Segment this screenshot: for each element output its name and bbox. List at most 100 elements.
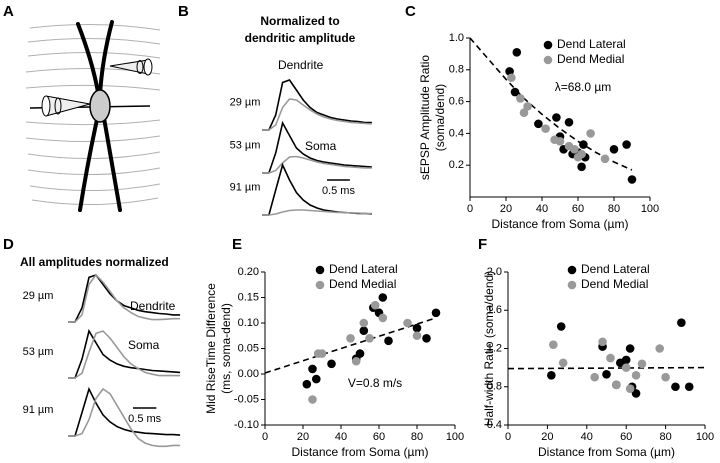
group-label: 91 µm xyxy=(230,181,261,193)
panel-letter: C xyxy=(405,3,416,20)
y-tick-label: 0.20 xyxy=(238,266,259,278)
data-point xyxy=(586,129,595,138)
data-point xyxy=(378,313,388,323)
data-point xyxy=(600,154,610,164)
x-tick-label: 20 xyxy=(297,431,309,443)
data-point xyxy=(631,370,641,380)
data-point xyxy=(555,137,565,146)
x-axis-label: Distance from Soma (µm) xyxy=(492,217,629,231)
y-tick-label: 0.15 xyxy=(238,291,259,303)
y-tick-label: 0.2 xyxy=(449,159,464,171)
group-label: 91 µm xyxy=(23,404,54,416)
data-point xyxy=(365,334,374,343)
x-tick-label: 60 xyxy=(373,431,385,443)
data-point xyxy=(684,382,694,392)
data-point xyxy=(370,300,380,310)
panel-title: All amplitudes normalized xyxy=(20,255,169,269)
legend-label: Dend Medial xyxy=(581,277,648,291)
x-tick-label: 40 xyxy=(335,431,347,443)
data-point xyxy=(384,336,393,346)
data-point xyxy=(534,119,543,129)
data-point xyxy=(625,344,635,353)
legend-marker xyxy=(315,265,325,275)
data-point xyxy=(422,334,431,343)
data-point xyxy=(308,364,317,374)
data-point xyxy=(579,140,588,149)
data-point xyxy=(631,389,641,398)
data-point xyxy=(403,318,412,328)
data-point xyxy=(327,359,336,369)
data-point xyxy=(671,382,680,392)
trace xyxy=(68,328,181,379)
panel-letter: E xyxy=(232,236,242,253)
y-tick-label: 0.8 xyxy=(487,381,502,393)
panel-letter: A xyxy=(3,3,14,20)
data-point xyxy=(564,117,574,127)
legend-label: Dend Lateral xyxy=(557,37,626,51)
data-point xyxy=(627,175,637,184)
data-point xyxy=(577,162,586,172)
trace xyxy=(68,387,181,448)
data-point xyxy=(622,140,631,149)
legend-marker xyxy=(567,265,577,275)
trace xyxy=(262,209,372,216)
data-point xyxy=(523,102,532,111)
data-point xyxy=(621,363,631,372)
x-tick-label: 100 xyxy=(696,431,714,443)
y-axis-label: Half-width Ratio (soma/dend) xyxy=(482,271,496,426)
y-axis-label: Mid RiseTime Difference xyxy=(204,283,218,414)
x-tick-label: 80 xyxy=(411,431,423,443)
y-tick-label: -0.10 xyxy=(234,419,259,431)
trace xyxy=(68,386,181,437)
data-point xyxy=(519,108,529,118)
y-tick-label: 1.6 xyxy=(487,304,502,316)
x-tick-label: 0 xyxy=(467,203,473,215)
data-point xyxy=(602,370,611,379)
annotation: λ=68.0 µm xyxy=(555,80,612,94)
pipette-dendrite xyxy=(109,58,153,76)
y-tick-label: 1.2 xyxy=(487,342,502,354)
y-tick-label: -0.05 xyxy=(234,393,259,405)
legend-label: Dend Lateral xyxy=(581,262,650,276)
x-tick-label: 100 xyxy=(641,203,659,215)
data-point xyxy=(625,384,635,393)
data-point xyxy=(378,293,388,302)
x-tick-label: 80 xyxy=(608,203,620,215)
x-tick-label: 60 xyxy=(572,203,584,215)
x-axis-label: Distance from Soma (µm) xyxy=(292,445,429,459)
x-tick-label: 20 xyxy=(541,431,553,443)
legend-label: Dend Lateral xyxy=(329,262,398,276)
soma xyxy=(89,89,111,123)
data-point xyxy=(590,372,599,382)
panel-letter: D xyxy=(3,236,14,253)
y-tick-label: 1.0 xyxy=(449,32,464,44)
data-point xyxy=(612,380,621,390)
y-tick-label: 0.4 xyxy=(487,419,502,431)
data-point xyxy=(346,334,355,343)
y-tick-label: 0.10 xyxy=(238,317,259,329)
y-tick-label: 0.4 xyxy=(449,127,464,139)
data-point xyxy=(609,145,619,154)
schematic xyxy=(25,20,161,212)
trace-name: Dendrite xyxy=(130,299,176,313)
data-point xyxy=(570,145,579,154)
data-point xyxy=(308,395,317,404)
panel-title: dendritic amplitude xyxy=(245,31,356,45)
panel-title: Normalized to xyxy=(260,14,339,28)
data-point xyxy=(577,149,586,159)
data-point xyxy=(556,322,566,331)
data-point xyxy=(355,349,365,358)
scale-bar-label: 0.5 ms xyxy=(128,413,162,425)
trace xyxy=(68,330,181,379)
y-tick-label: 0.00 xyxy=(238,368,259,380)
data-point xyxy=(359,318,369,328)
trace xyxy=(262,79,372,131)
y-axis-label: (soma/dend) xyxy=(433,84,447,151)
x-tick-label: 80 xyxy=(659,431,671,443)
legend-label: Dend Medial xyxy=(329,277,396,291)
data-point xyxy=(412,331,422,341)
y-axis-label: (ms, soma-dend) xyxy=(219,303,233,394)
legend-label: Dend Medial xyxy=(557,52,624,66)
data-point xyxy=(317,349,327,358)
